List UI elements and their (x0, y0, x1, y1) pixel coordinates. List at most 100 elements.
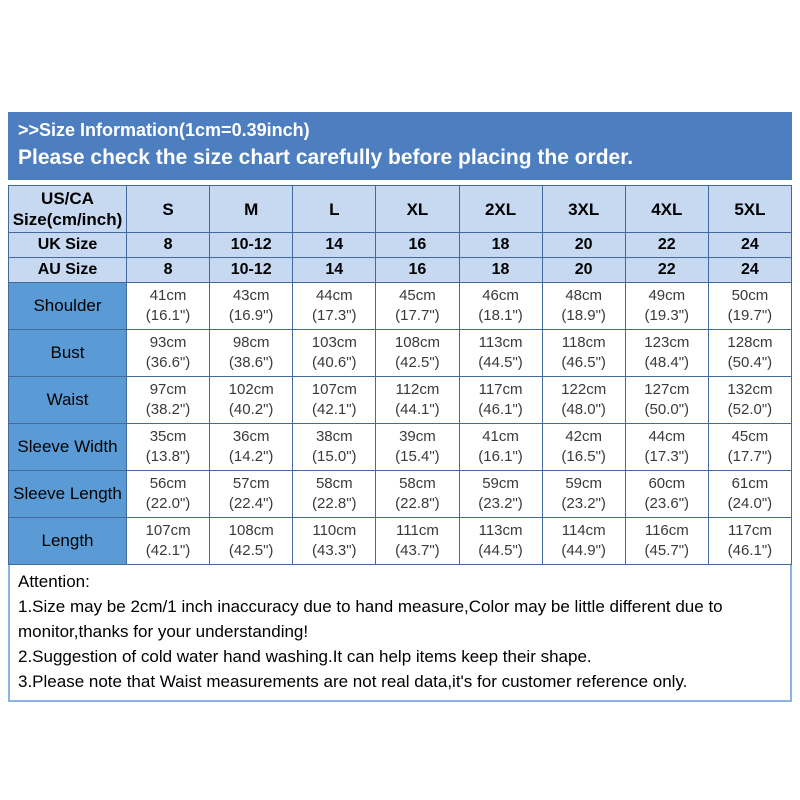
inch-value: (24.0") (727, 495, 773, 512)
cm-value: 114cm (561, 522, 606, 539)
measure-cell: 58cm (22.8") (375, 470, 460, 518)
inch-value: (23.6") (644, 495, 690, 512)
measure-cell: 61cm (24.0") (707, 470, 793, 518)
cm-value: 113cm (478, 522, 523, 539)
row-label-shoulder: Shoulder (8, 282, 127, 330)
inch-value: (15.4") (395, 448, 440, 465)
inch-value: (43.3") (312, 542, 357, 559)
au-size-value: 14 (292, 257, 377, 283)
cm-value: 102cm (228, 381, 274, 398)
inch-value: (48.0") (561, 401, 606, 418)
measure-cell: 111cm (43.7") (375, 517, 460, 565)
inch-value: (42.1") (312, 401, 357, 418)
cm-value: 118cm (561, 334, 606, 351)
cm-value: 50cm (731, 287, 769, 304)
measure-cell: 46cm (18.1") (458, 282, 543, 330)
inch-value: (16.1") (145, 307, 191, 324)
col-header-2xl: 2XL (458, 185, 543, 233)
inch-value: (17.3") (644, 448, 690, 465)
measure-cell: 117cm (46.1") (707, 517, 793, 565)
measure-cell: 97cm (38.2") (125, 376, 211, 424)
col-header-5xl: 5XL (707, 185, 793, 233)
au-size-value: 10-12 (209, 257, 294, 283)
measurement-row-shoulder: Shoulder 41cm (16.1") 43cm (16.9") 44cm (17… (8, 282, 793, 330)
banner-title: >>Size Information(1cm=0.39inch) (18, 120, 310, 140)
col-header-3xl: 3XL (541, 185, 626, 233)
attention-note-1: 1.Size may be 2cm/1 inch inaccuracy due … (18, 597, 723, 641)
inch-value: (46.5") (561, 354, 606, 371)
cm-value: 44cm (315, 287, 353, 304)
measurement-row-waist: Waist 97cm (38.2") 102cm (40.2") 107cm (42.… (8, 376, 793, 424)
cm-value: 58cm (315, 475, 353, 492)
measure-cell: 41cm (16.1") (458, 423, 543, 471)
uk-size-value: 10-12 (209, 232, 294, 258)
inch-value: (42.5") (395, 354, 440, 371)
au-size-value: 18 (458, 257, 543, 283)
inch-value: (19.7") (727, 307, 773, 324)
attention-note-3: 3.Please note that Waist measurements ar… (18, 672, 688, 691)
measure-cell: 122cm (48.0") (541, 376, 626, 424)
inch-value: (18.1") (478, 307, 523, 324)
attention-title: Attention: (18, 572, 90, 591)
au-size-value: 8 (125, 257, 211, 283)
au-size-value: 20 (541, 257, 626, 283)
cm-value: 61cm (731, 475, 769, 492)
cm-value: 59cm (565, 475, 603, 492)
uk-size-row: UK Size 8 10-12 14 16 18 20 22 24 (8, 232, 793, 258)
measure-cell: 57cm (22.4") (209, 470, 294, 518)
measure-cell: 108cm (42.5") (375, 329, 460, 377)
inch-value: (36.6") (145, 354, 191, 371)
cm-value: 128cm (727, 334, 773, 351)
uk-size-label: UK Size (8, 232, 127, 258)
inch-value: (22.8") (395, 495, 440, 512)
measure-cell: 127cm (50.0") (624, 376, 709, 424)
col-header-s: S (125, 185, 211, 233)
au-size-value: 24 (707, 257, 793, 283)
inch-value: (44.9") (561, 542, 606, 559)
cm-value: 117cm (478, 381, 523, 398)
inch-value: (43.7") (395, 542, 440, 559)
au-size-label: AU Size (8, 257, 127, 283)
measure-cell: 117cm (46.1") (458, 376, 543, 424)
cm-value: 43cm (232, 287, 270, 304)
measure-cell: 107cm (42.1") (125, 517, 211, 565)
measure-cell: 93cm (36.6") (125, 329, 211, 377)
measure-cell: 103cm (40.6") (292, 329, 377, 377)
measure-cell: 113cm (44.5") (458, 329, 543, 377)
measure-cell: 36cm (14.2") (209, 423, 294, 471)
cm-value: 132cm (727, 381, 773, 398)
measure-cell: 45cm (17.7") (707, 423, 793, 471)
measure-cell: 49cm (19.3") (624, 282, 709, 330)
col-header-4xl: 4XL (624, 185, 709, 233)
measure-cell: 108cm (42.5") (209, 517, 294, 565)
measure-cell: 112cm (44.1") (375, 376, 460, 424)
inch-value: (44.5") (478, 354, 523, 371)
uk-size-value: 16 (375, 232, 460, 258)
table-header-row: US/CA Size(cm/inch) S M L XL 2XL 3XL 4XL… (8, 185, 793, 233)
measure-cell: 118cm (46.5") (541, 329, 626, 377)
inch-value: (17.7") (395, 307, 440, 324)
measure-cell: 41cm (16.1") (125, 282, 211, 330)
measure-cell: 35cm (13.8") (125, 423, 211, 471)
inch-value: (44.5") (478, 542, 523, 559)
uk-size-value: 14 (292, 232, 377, 258)
cm-value: 44cm (648, 428, 686, 445)
cm-value: 107cm (145, 522, 191, 539)
attention-note-2: 2.Suggestion of cold water hand washing.… (18, 647, 592, 666)
measure-cell: 38cm (15.0") (292, 423, 377, 471)
inch-value: (40.2") (228, 401, 274, 418)
uk-size-value: 18 (458, 232, 543, 258)
cm-value: 112cm (395, 381, 440, 398)
cm-value: 60cm (648, 475, 686, 492)
inch-value: (16.1") (478, 448, 523, 465)
inch-value: (38.6") (228, 354, 274, 371)
size-chart-content: >>Size Information(1cm=0.39inch) Please … (8, 112, 793, 702)
inch-value: (14.2") (228, 448, 274, 465)
cm-value: 36cm (232, 428, 270, 445)
cm-value: 108cm (394, 334, 440, 351)
uk-size-value: 24 (707, 232, 793, 258)
inch-value: (38.2") (145, 401, 191, 418)
cm-value: 123cm (644, 334, 690, 351)
inch-value: (48.4") (644, 354, 690, 371)
